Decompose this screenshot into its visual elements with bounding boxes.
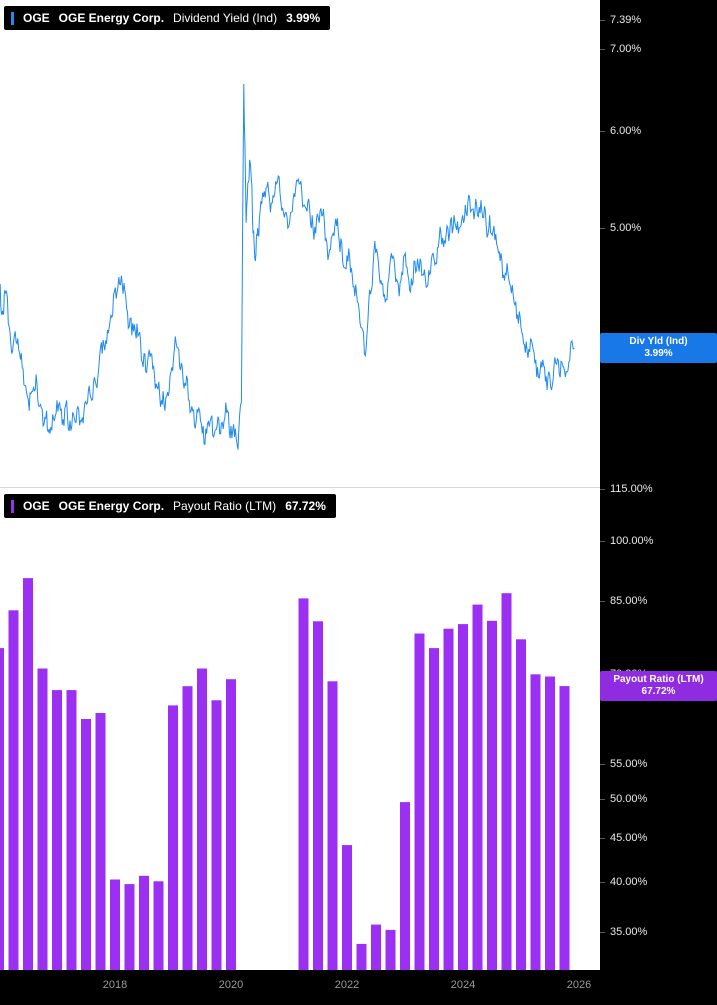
series-color-bar-purple (11, 499, 14, 513)
panel-divider (0, 487, 600, 488)
metric-value: 67.72% (285, 499, 326, 513)
y-axis-label: 6.00% (600, 124, 641, 138)
y-axis-label: 5.00% (600, 221, 641, 235)
company-name: OGE Energy Corp. (58, 499, 165, 513)
ticker-symbol: OGE (23, 11, 50, 25)
y-axis-label: 55.00% (600, 757, 647, 771)
y-axis-label: 45.00% (600, 831, 647, 845)
series-color-bar-blue (11, 11, 14, 25)
metric-name: Dividend Yield (Ind) (173, 11, 278, 25)
metric-name: Payout Ratio (LTM) (173, 499, 277, 513)
y-axis-label: 35.00% (600, 925, 647, 939)
dividend-yield-legend[interactable]: OGE OGE Energy Corp. Dividend Yield (Ind… (4, 6, 331, 30)
payout-ratio-bar-chart (0, 578, 570, 970)
y-axis-label: 85.00% (600, 594, 647, 608)
payout-ratio-badge[interactable]: Payout Ratio (LTM) 67.72% (600, 671, 717, 702)
y-axis-label: 7.39% (600, 13, 641, 27)
dividend-yield-panel[interactable] (0, 0, 600, 487)
dividend-yield-line-chart (0, 83, 575, 450)
payout-ratio-legend[interactable]: OGE OGE Energy Corp. Payout Ratio (LTM) … (4, 494, 336, 518)
y-axis-label: 50.00% (600, 792, 647, 806)
y-axis-label: 7.00% (600, 42, 641, 56)
y-axis-label: 115.00% (600, 482, 653, 496)
badge-label: Div Yld (Ind) (629, 336, 688, 348)
badge-label: Payout Ratio (LTM) (613, 674, 704, 686)
payout-ratio-panel[interactable] (0, 488, 600, 970)
x-axis-year-label: 2022 (334, 979, 360, 991)
y-axis-label: 100.00% (600, 534, 653, 548)
dividend-yield-badge[interactable]: Div Yld (Ind) 3.99% (600, 333, 717, 364)
metric-value: 3.99% (286, 11, 321, 25)
y-axis-label: 40.00% (600, 875, 647, 889)
ticker-symbol: OGE (23, 499, 50, 513)
company-name: OGE Energy Corp. (58, 11, 165, 25)
y-axis-column[interactable]: Div Yld (Ind) 3.99% Payout Ratio (LTM) 6… (600, 0, 717, 1005)
badge-value: 67.72% (641, 686, 676, 698)
badge-value: 3.99% (644, 348, 673, 360)
x-axis-year-label: 2026 (566, 979, 592, 991)
x-axis-strip[interactable]: 2018 2020 2022 2024 2026 (0, 970, 717, 1005)
x-axis-year-label: 2018 (102, 979, 128, 991)
x-axis-year-label: 2020 (218, 979, 244, 991)
x-axis-year-label: 2024 (450, 979, 476, 991)
